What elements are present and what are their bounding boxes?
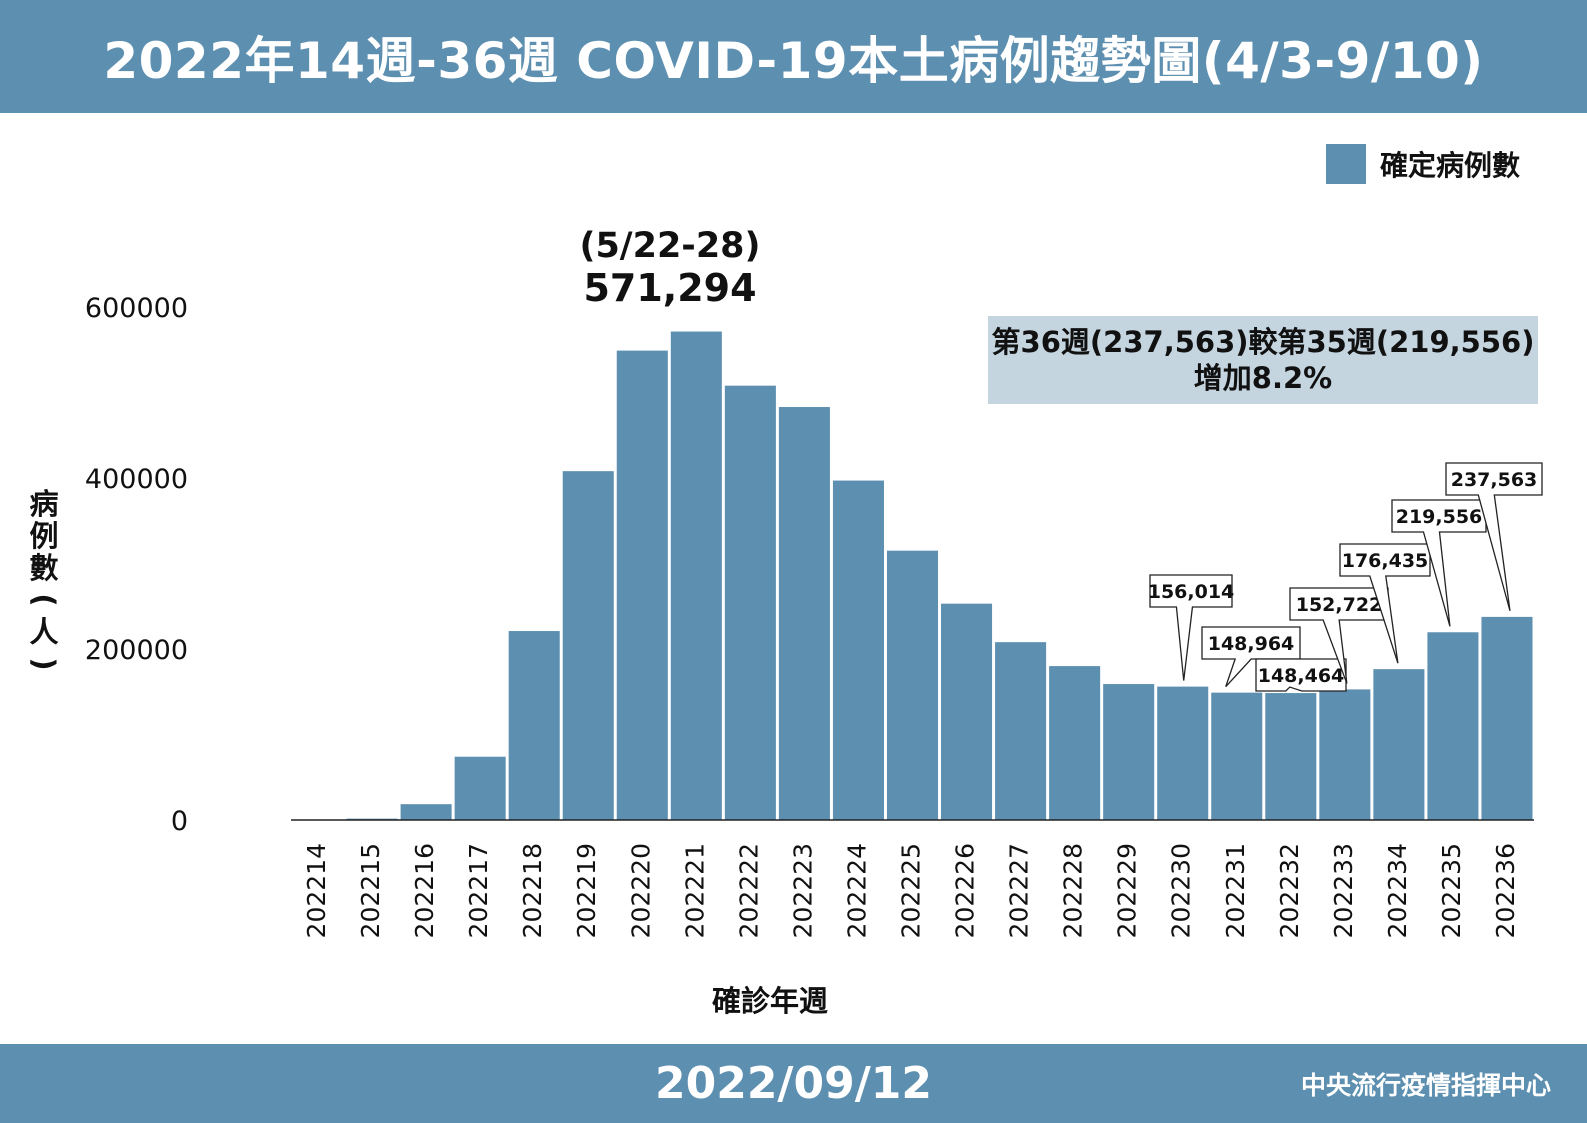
callout-box (1255, 658, 1347, 692)
x-tick-label: 202214 (302, 843, 331, 938)
bar (1427, 632, 1479, 820)
callout-value: 176,435 (1342, 550, 1429, 572)
x-axis-label: 確診年週 (711, 984, 828, 1018)
callout-value: 148,964 (1208, 633, 1295, 655)
x-tick-label: 202226 (951, 843, 980, 938)
legend-label: 確定病例數 (1380, 149, 1521, 182)
bar (778, 407, 830, 820)
callout-box (1445, 462, 1543, 612)
bar (886, 550, 939, 820)
x-tick-label: 202215 (356, 843, 385, 938)
x-tick-label: 202222 (734, 843, 763, 938)
bar (1211, 692, 1263, 820)
x-tick-label: 202232 (1275, 843, 1304, 938)
bar (724, 385, 776, 820)
x-tick-label: 202217 (464, 843, 493, 938)
bar-chart: 0 200000 400000 600000 202214 202215 202216 202… (85, 293, 1543, 938)
x-tick-label: 202231 (1221, 843, 1250, 938)
x-tick-label: 202236 (1491, 843, 1520, 938)
bar (941, 603, 993, 820)
legend: 確定病例數 (1326, 144, 1520, 184)
bar (400, 804, 452, 820)
x-tick-label: 202225 (897, 843, 926, 938)
comparison-note: 第36週(237,563)較第35週(219,556) 增加8.2% (988, 316, 1538, 404)
callout-value: 219,556 (1396, 506, 1483, 528)
callout-value: 237,563 (1451, 469, 1538, 491)
bar (832, 480, 884, 820)
x-tick-label: 202233 (1329, 843, 1358, 938)
y-tick-label: 0 (171, 806, 188, 837)
chart-title-banner: 2022年14週-36週 COVID-19本土病例趨勢圖(4/3-9/10) (0, 0, 1587, 113)
bar (1049, 666, 1101, 820)
bar (995, 642, 1047, 820)
x-tick-label: 202230 (1167, 843, 1196, 938)
x-tick-label: 202216 (410, 843, 439, 938)
footer-banner: 2022/09/12 中央流行疫情指揮中心 (0, 1044, 1587, 1123)
callout-value: 148,464 (1258, 665, 1345, 687)
bar (616, 350, 668, 820)
bar (1157, 686, 1209, 820)
x-tick-label: 202224 (842, 843, 871, 938)
comparison-note-line2: 增加8.2% (1193, 361, 1333, 395)
x-tick-label: 202234 (1383, 843, 1412, 938)
x-tick-label: 202229 (1113, 843, 1142, 938)
bar (1373, 669, 1425, 820)
callout-box (1201, 626, 1301, 688)
comparison-note-line1: 第36週(237,563)較第35週(219,556) (991, 325, 1535, 359)
bar (454, 756, 506, 820)
x-tick-label: 202219 (572, 843, 601, 938)
bar (1265, 693, 1317, 820)
y-axis-label: 病例數(人) (27, 487, 61, 671)
bar (1103, 684, 1155, 820)
footer-date: 2022/09/12 (654, 1058, 933, 1109)
bar (670, 331, 722, 820)
y-tick-label: 600000 (85, 293, 188, 324)
peak-value-label: 571,294 (583, 266, 757, 310)
bar (1319, 689, 1371, 820)
callout-box (1149, 574, 1233, 681)
chart-title: 2022年14週-36週 COVID-19本土病例趨勢圖(4/3-9/10) (103, 31, 1484, 90)
x-tick-label: 202235 (1437, 843, 1466, 938)
bar (1481, 616, 1533, 820)
y-tick-label: 400000 (85, 464, 188, 495)
x-tick-label: 202228 (1059, 843, 1088, 938)
bar (562, 471, 614, 820)
x-tick-label: 202218 (518, 843, 547, 938)
peak-annotation: (5/22-28) 571,294 (530, 226, 810, 310)
x-tick-label: 202227 (1005, 843, 1034, 938)
y-tick-label: 200000 (85, 635, 188, 666)
bar (508, 631, 560, 820)
x-tick-label: 202223 (788, 843, 817, 938)
callout-value: 152,722 (1296, 594, 1383, 616)
x-tick-label: 202220 (626, 843, 655, 938)
peak-date-label: (5/22-28) (579, 226, 761, 266)
legend-swatch (1326, 144, 1366, 184)
footer-org: 中央流行疫情指揮中心 (1300, 1070, 1551, 1100)
callout-value: 156,014 (1148, 581, 1235, 603)
x-tick-label: 202221 (680, 843, 709, 938)
